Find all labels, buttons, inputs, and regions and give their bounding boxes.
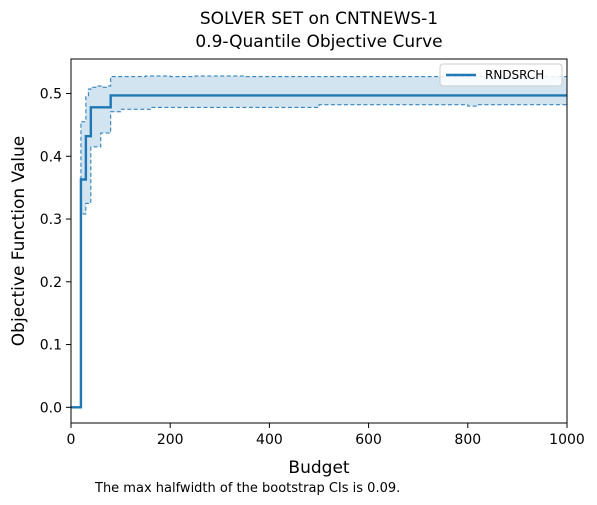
x-tick-label: 800 bbox=[454, 432, 481, 448]
y-axis: 0.0 0.1 0.2 0.3 0.4 0.5 bbox=[40, 87, 71, 416]
x-tick-label: 200 bbox=[157, 432, 184, 448]
y-axis-label: Objective Function Value bbox=[9, 136, 29, 346]
footnote: The max halfwidth of the bootstrap CIs i… bbox=[94, 481, 400, 496]
ci-band bbox=[80, 75, 568, 408]
x-tick-label: 400 bbox=[256, 432, 283, 448]
x-tick-label: 600 bbox=[355, 432, 382, 448]
legend: RNDSRCH bbox=[439, 63, 563, 87]
y-tick-label: 0.0 bbox=[40, 400, 62, 416]
x-axis-label: Budget bbox=[288, 458, 349, 478]
y-tick-label: 0.5 bbox=[40, 87, 62, 103]
legend-box bbox=[439, 63, 563, 87]
x-axis: 0 200 400 600 800 1000 bbox=[67, 423, 585, 448]
y-tick-label: 0.3 bbox=[40, 212, 62, 228]
legend-label: RNDSRCH bbox=[485, 68, 544, 82]
y-tick-label: 0.2 bbox=[40, 275, 62, 291]
x-tick-label: 0 bbox=[67, 432, 76, 448]
y-tick-label: 0.1 bbox=[40, 338, 62, 354]
plot-area bbox=[71, 75, 568, 409]
plot-frame bbox=[70, 58, 568, 424]
chart-title-line2: 0.9-Quantile Objective Curve bbox=[195, 32, 442, 52]
series-line-rndsrch bbox=[71, 94, 567, 409]
ci-upper-line bbox=[80, 75, 567, 408]
chart-title-line1: SOLVER SET on CNTNEWS-1 bbox=[200, 9, 438, 29]
y-tick-label: 0.4 bbox=[40, 149, 62, 165]
ci-lower-line bbox=[80, 104, 567, 408]
x-tick-label: 1000 bbox=[549, 432, 585, 448]
